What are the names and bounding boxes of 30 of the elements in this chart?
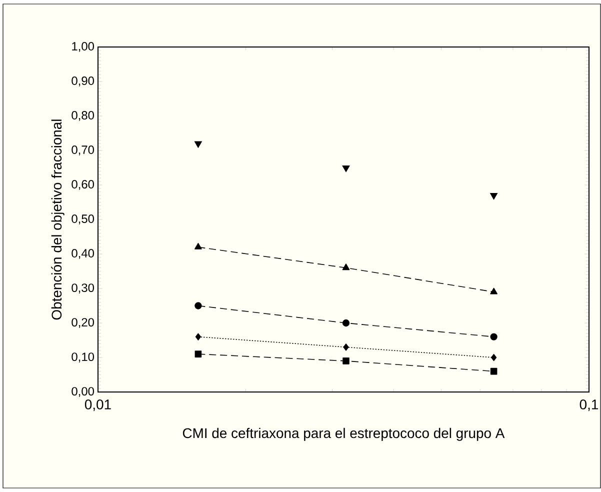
y-axis-title: Obtención del objetivo fraccional [51, 120, 64, 320]
point [490, 288, 498, 294]
point [490, 333, 498, 340]
x-tick-label: 0,01 [84, 400, 111, 412]
y-tick-label: 1,00 [72, 42, 94, 52]
point [195, 333, 201, 340]
point [342, 165, 350, 172]
point [490, 368, 498, 375]
y-tick-label: 0,10 [72, 352, 94, 362]
y-tick-label: 0,70 [72, 146, 94, 156]
y-tick-label: 0,80 [72, 111, 94, 121]
point [342, 358, 350, 364]
point [343, 344, 349, 351]
x-tick-label: 0,1 [580, 400, 598, 412]
x-axis-title: CMI de ceftriaxona para el estreptococo del grupo A [182, 428, 505, 441]
point [194, 350, 202, 358]
point [342, 319, 350, 327]
point [194, 302, 202, 310]
y-tick-label: 0,20 [72, 318, 94, 328]
y-tick-label: 0,40 [72, 249, 94, 259]
point [491, 354, 497, 362]
point [194, 242, 202, 250]
y-tick-label: 0,90 [72, 76, 94, 86]
y-tick-label: 0,60 [72, 180, 94, 190]
point [490, 193, 498, 200]
y-tick-label: 0,00 [72, 387, 94, 397]
y-tick-label: 0,30 [72, 284, 94, 294]
point [342, 264, 350, 270]
y-tick-label: 0,50 [72, 214, 94, 224]
point [194, 141, 202, 148]
